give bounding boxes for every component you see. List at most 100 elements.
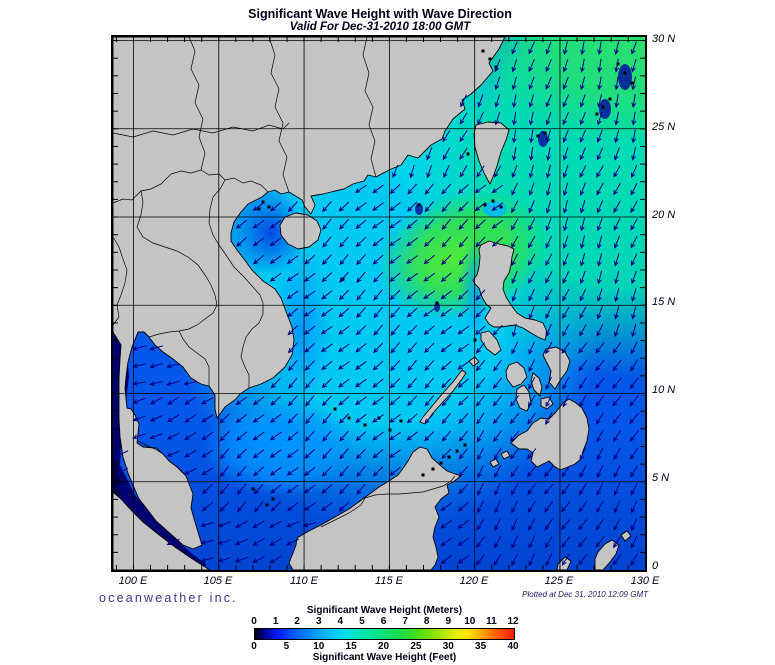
land-luzon — [472, 240, 548, 341]
islet — [488, 57, 492, 61]
islet — [399, 419, 403, 423]
page-title: Significant Wave Height with Wave Direct… — [248, 7, 512, 21]
colorbar-meter-tick-3: 3 — [316, 616, 322, 627]
country-border — [136, 190, 218, 338]
islet — [463, 443, 467, 447]
colorbar-meter-tick-8: 8 — [423, 616, 430, 627]
colorbar-meter-tick-12: 12 — [507, 616, 519, 627]
islet — [421, 473, 425, 477]
country-border — [113, 122, 290, 138]
islet — [251, 487, 255, 491]
land-negros — [515, 384, 532, 412]
colorbar-meter-tick-5: 5 — [359, 616, 365, 627]
oceanweather-logo-text: oceanweather inc. — [99, 591, 238, 605]
land-basilan — [489, 458, 500, 468]
islet — [363, 423, 367, 427]
islet — [447, 455, 451, 459]
islet — [417, 203, 421, 207]
islet — [265, 503, 269, 507]
lat-label-10n: 10 N — [652, 384, 676, 396]
colorbar-feet-tick-0: 0 — [251, 641, 257, 652]
colorbar-feet-tick-10: 10 — [313, 641, 325, 652]
country-border — [178, 330, 210, 386]
lon-label-100e: 100 E — [118, 575, 148, 587]
chart-header: Significant Wave Height with Wave Direct… — [113, 7, 647, 35]
lon-label-110e: 110 E — [290, 575, 318, 587]
islet — [494, 65, 498, 69]
colorbar-meter-tick-9: 9 — [445, 616, 452, 627]
lon-label-130e: 130 E — [630, 575, 660, 587]
land-borneo — [288, 446, 462, 570]
colorbar-feet-tick-35: 35 — [475, 641, 487, 652]
islet — [455, 449, 459, 453]
land-jolo — [500, 450, 511, 460]
islet — [481, 49, 485, 53]
land-busuanga — [468, 356, 480, 367]
colorbar-meter-tick-1: 1 — [272, 616, 279, 627]
country-border — [208, 179, 264, 388]
islet — [616, 62, 620, 66]
lon-label-120e: 120 E — [459, 575, 489, 587]
graticule — [113, 37, 645, 570]
islet — [257, 207, 261, 211]
colorbar-title-feet: Significant Wave Height (Feet) — [312, 652, 457, 663]
colorbar-meter-tick-4: 4 — [337, 616, 344, 627]
wave-direction-arrows — [115, 41, 639, 567]
land-panay — [505, 361, 528, 388]
plotted-timestamp: Plotted at Dec 31, 2010 12:09 GMT — [522, 590, 648, 599]
colorbar-feet-tick-5: 5 — [283, 641, 290, 652]
colorbar-feet-tick-25: 25 — [410, 641, 422, 652]
andaman-calm-water — [113, 321, 207, 570]
country-border — [320, 475, 456, 528]
colorbar-meter-tick-6: 6 — [380, 616, 387, 627]
country-border — [268, 37, 290, 193]
country-border — [362, 37, 377, 178]
islet — [491, 199, 495, 203]
country-border — [113, 236, 128, 326]
page-subtitle: Valid For Dec-31-2010 18:00 GMT — [289, 21, 471, 34]
colorbar-feet-tick-15: 15 — [345, 641, 357, 652]
colorbar-meter-tick-10: 10 — [464, 616, 476, 627]
degree-ticks — [113, 37, 645, 570]
lat-label-5n: 5 N — [652, 472, 670, 484]
land-mainland — [113, 37, 506, 550]
colorbar-meter-tick-2: 2 — [294, 616, 300, 627]
lat-label-20n: 20 N — [652, 209, 676, 221]
islet — [388, 428, 392, 432]
wave-height-map — [113, 37, 645, 570]
colorbar-feet-tick-40: 40 — [507, 641, 519, 652]
colorbar-gradient-bar — [254, 628, 515, 640]
islet — [261, 200, 265, 204]
islet — [333, 407, 337, 411]
lat-label-25n: 25 N — [652, 121, 676, 133]
islet — [431, 467, 435, 471]
country-border — [137, 440, 164, 455]
colorbar-meter-tick-7: 7 — [402, 616, 408, 627]
country-border — [113, 169, 269, 204]
lon-label-115e: 115 E — [375, 575, 403, 587]
islet — [435, 301, 439, 305]
country-border — [188, 37, 206, 171]
islet — [499, 205, 503, 209]
land-mindanao — [510, 398, 590, 471]
colorbar-meter-tick-0: 0 — [251, 616, 257, 627]
islet — [271, 497, 275, 501]
colorbar-feet-tick-30: 30 — [442, 641, 454, 652]
islet — [543, 131, 547, 135]
land-morotai — [620, 530, 632, 542]
islet — [536, 134, 540, 138]
islet — [439, 461, 443, 465]
land-hainan — [279, 212, 322, 250]
islet — [347, 416, 351, 420]
lat-label-15n: 15 N — [652, 296, 676, 308]
lat-label-30n: 30 N — [652, 33, 676, 45]
land-halmahera — [594, 539, 620, 570]
islet — [267, 205, 271, 209]
islet — [466, 152, 470, 156]
islet — [601, 105, 605, 109]
map-frame — [111, 35, 647, 572]
islet — [623, 71, 627, 75]
colorbar-title-meters: Significant Wave Height (Meters) — [306, 605, 463, 616]
